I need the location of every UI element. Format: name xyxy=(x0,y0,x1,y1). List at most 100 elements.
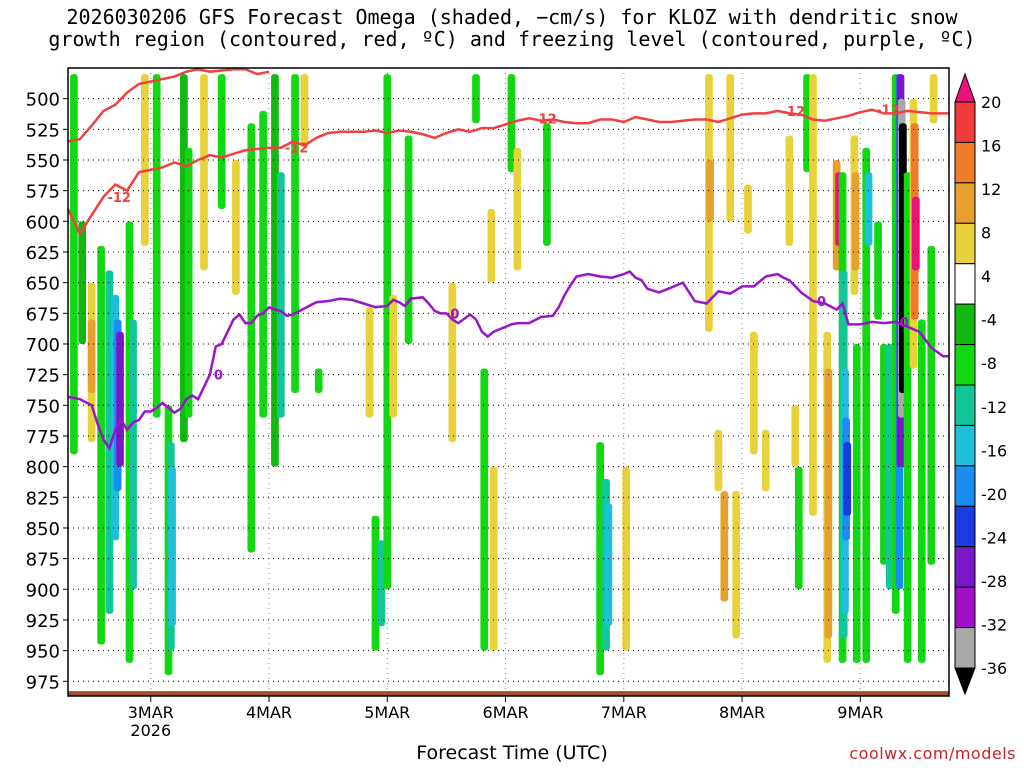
plot-frame xyxy=(67,67,950,697)
omega-cell xyxy=(87,319,96,394)
omega-cell xyxy=(880,343,888,565)
omega-cell xyxy=(448,282,457,443)
omega-cell xyxy=(116,331,124,467)
omega-cell xyxy=(259,110,267,418)
colorbar-swatch xyxy=(954,182,976,224)
x-tick-label: 7MAR xyxy=(601,703,647,722)
dgz-lower-contour-label: -12 xyxy=(107,191,130,206)
colorbar-swatch xyxy=(954,465,976,507)
omega-cell xyxy=(129,319,137,590)
y-tick-label: 725 xyxy=(26,366,60,387)
omega-cell xyxy=(791,405,800,467)
y-tick-label: 700 xyxy=(26,335,60,356)
colorbar-label: -28 xyxy=(981,572,1007,591)
colorbar-swatch xyxy=(954,344,976,386)
colorbar-swatch xyxy=(954,141,976,184)
omega-cell xyxy=(314,368,323,394)
contour-layer: -12 -12 -12 -12 -12 0 0 0 0 xyxy=(66,67,949,452)
terrain-fill xyxy=(68,691,949,696)
omega-cell xyxy=(168,466,176,627)
colorbar-swatch xyxy=(954,101,976,143)
omega-cell xyxy=(232,159,240,295)
omega-cell xyxy=(70,74,78,455)
colorbar-swatch xyxy=(954,627,976,669)
omega-cell xyxy=(78,221,87,344)
colorbar-top-arrow xyxy=(954,72,976,103)
omega-cell xyxy=(480,368,489,651)
x-tick-label: 3MAR xyxy=(128,703,174,722)
omega-cell xyxy=(247,123,256,553)
y-tick-label: 500 xyxy=(26,90,60,111)
omega-cell xyxy=(864,172,873,246)
omega-cell xyxy=(714,429,723,492)
omega-cell xyxy=(843,442,852,516)
y-tick-label: 775 xyxy=(26,427,60,448)
omega-cell xyxy=(371,515,380,651)
freezing-level-contour-label: 0 xyxy=(214,369,223,384)
freezing-level-contour-label: 0 xyxy=(900,316,909,331)
x-tick-label: 5MAR xyxy=(364,703,410,722)
y-tick-label: 800 xyxy=(26,458,60,479)
x-tick-label: 4MAR xyxy=(246,703,292,722)
colorbar-label: -20 xyxy=(981,485,1007,504)
omega-cell xyxy=(912,196,920,271)
colorbar-swatch xyxy=(954,384,976,426)
omega-cell xyxy=(852,343,861,663)
omega-cell xyxy=(917,319,926,663)
omega-cell xyxy=(604,503,613,627)
omega-cell xyxy=(744,184,752,234)
freezing-level-contour-label: 0 xyxy=(817,295,826,310)
y-tick-label: 975 xyxy=(26,672,60,693)
omega-cell xyxy=(277,172,285,418)
omega-cell xyxy=(851,172,860,271)
omega-cell xyxy=(785,135,794,246)
x-tick-sublabel: 2026 xyxy=(130,721,171,740)
colorbar-swatch xyxy=(954,303,976,346)
dgz-lower-contour-label: -12 xyxy=(285,142,309,157)
colorbar-label: 8 xyxy=(981,224,991,243)
omega-cell xyxy=(874,221,882,320)
freezing-level-contour-label: 0 xyxy=(450,307,459,322)
omega-cell xyxy=(383,74,392,590)
omega-cell xyxy=(487,209,496,283)
chart-title-line1: 2026030206 GFS Forecast Omega (shaded, −… xyxy=(66,5,958,29)
credit-link[interactable]: coolwx.com/models xyxy=(849,744,1016,763)
y-tick-label: 575 xyxy=(26,182,60,203)
omega-cell xyxy=(291,74,299,394)
omega-cell xyxy=(141,74,149,246)
colorbar-label: 20 xyxy=(981,93,1001,112)
omega-cell xyxy=(543,123,551,246)
y-tick-label: 950 xyxy=(26,642,60,663)
colorbar-label: 16 xyxy=(981,137,1001,156)
colorbar-swatch xyxy=(954,424,976,467)
omega-time-height-chart: -12 -12 -12 -12 -12 0 0 0 0 500 525 550 575 600 625 65… xyxy=(26,67,1007,740)
omega-cell xyxy=(809,74,817,516)
omega-cell xyxy=(513,147,522,271)
y-tick-label: 525 xyxy=(26,120,60,141)
omega-cell xyxy=(200,74,208,271)
y-tick-label: 875 xyxy=(26,550,60,571)
omega-shading-layer xyxy=(70,74,938,676)
pressure-axis: 500 525 550 575 600 625 650 675 700 725 750 775 800 8… xyxy=(26,90,68,693)
colorbar-label: -12 xyxy=(981,398,1007,417)
colorbar-label: 4 xyxy=(981,267,991,286)
y-tick-label: 900 xyxy=(26,580,60,601)
omega-cell xyxy=(732,491,740,639)
dgz-lower-contour-label: -12 xyxy=(782,105,806,120)
x-axis-label: Forecast Time (UTC) xyxy=(416,742,608,764)
omega-cell xyxy=(803,74,811,173)
omega-cell xyxy=(365,307,374,418)
colorbar-label: -24 xyxy=(981,528,1007,547)
y-tick-label: 825 xyxy=(26,488,60,509)
y-tick-label: 600 xyxy=(26,212,60,233)
dgz-upper-contour xyxy=(67,67,270,143)
colorbar-label: -4 xyxy=(981,311,997,330)
colorbar-label: -8 xyxy=(981,354,997,373)
omega-cell xyxy=(706,159,714,222)
omega-cell xyxy=(761,429,770,492)
dgz-lower-contour-label: -12 xyxy=(533,112,557,127)
omega-cell xyxy=(105,270,114,614)
colorbar-label: -16 xyxy=(981,441,1007,460)
omega-cell xyxy=(726,74,735,222)
colorbar-swatch xyxy=(954,505,976,548)
